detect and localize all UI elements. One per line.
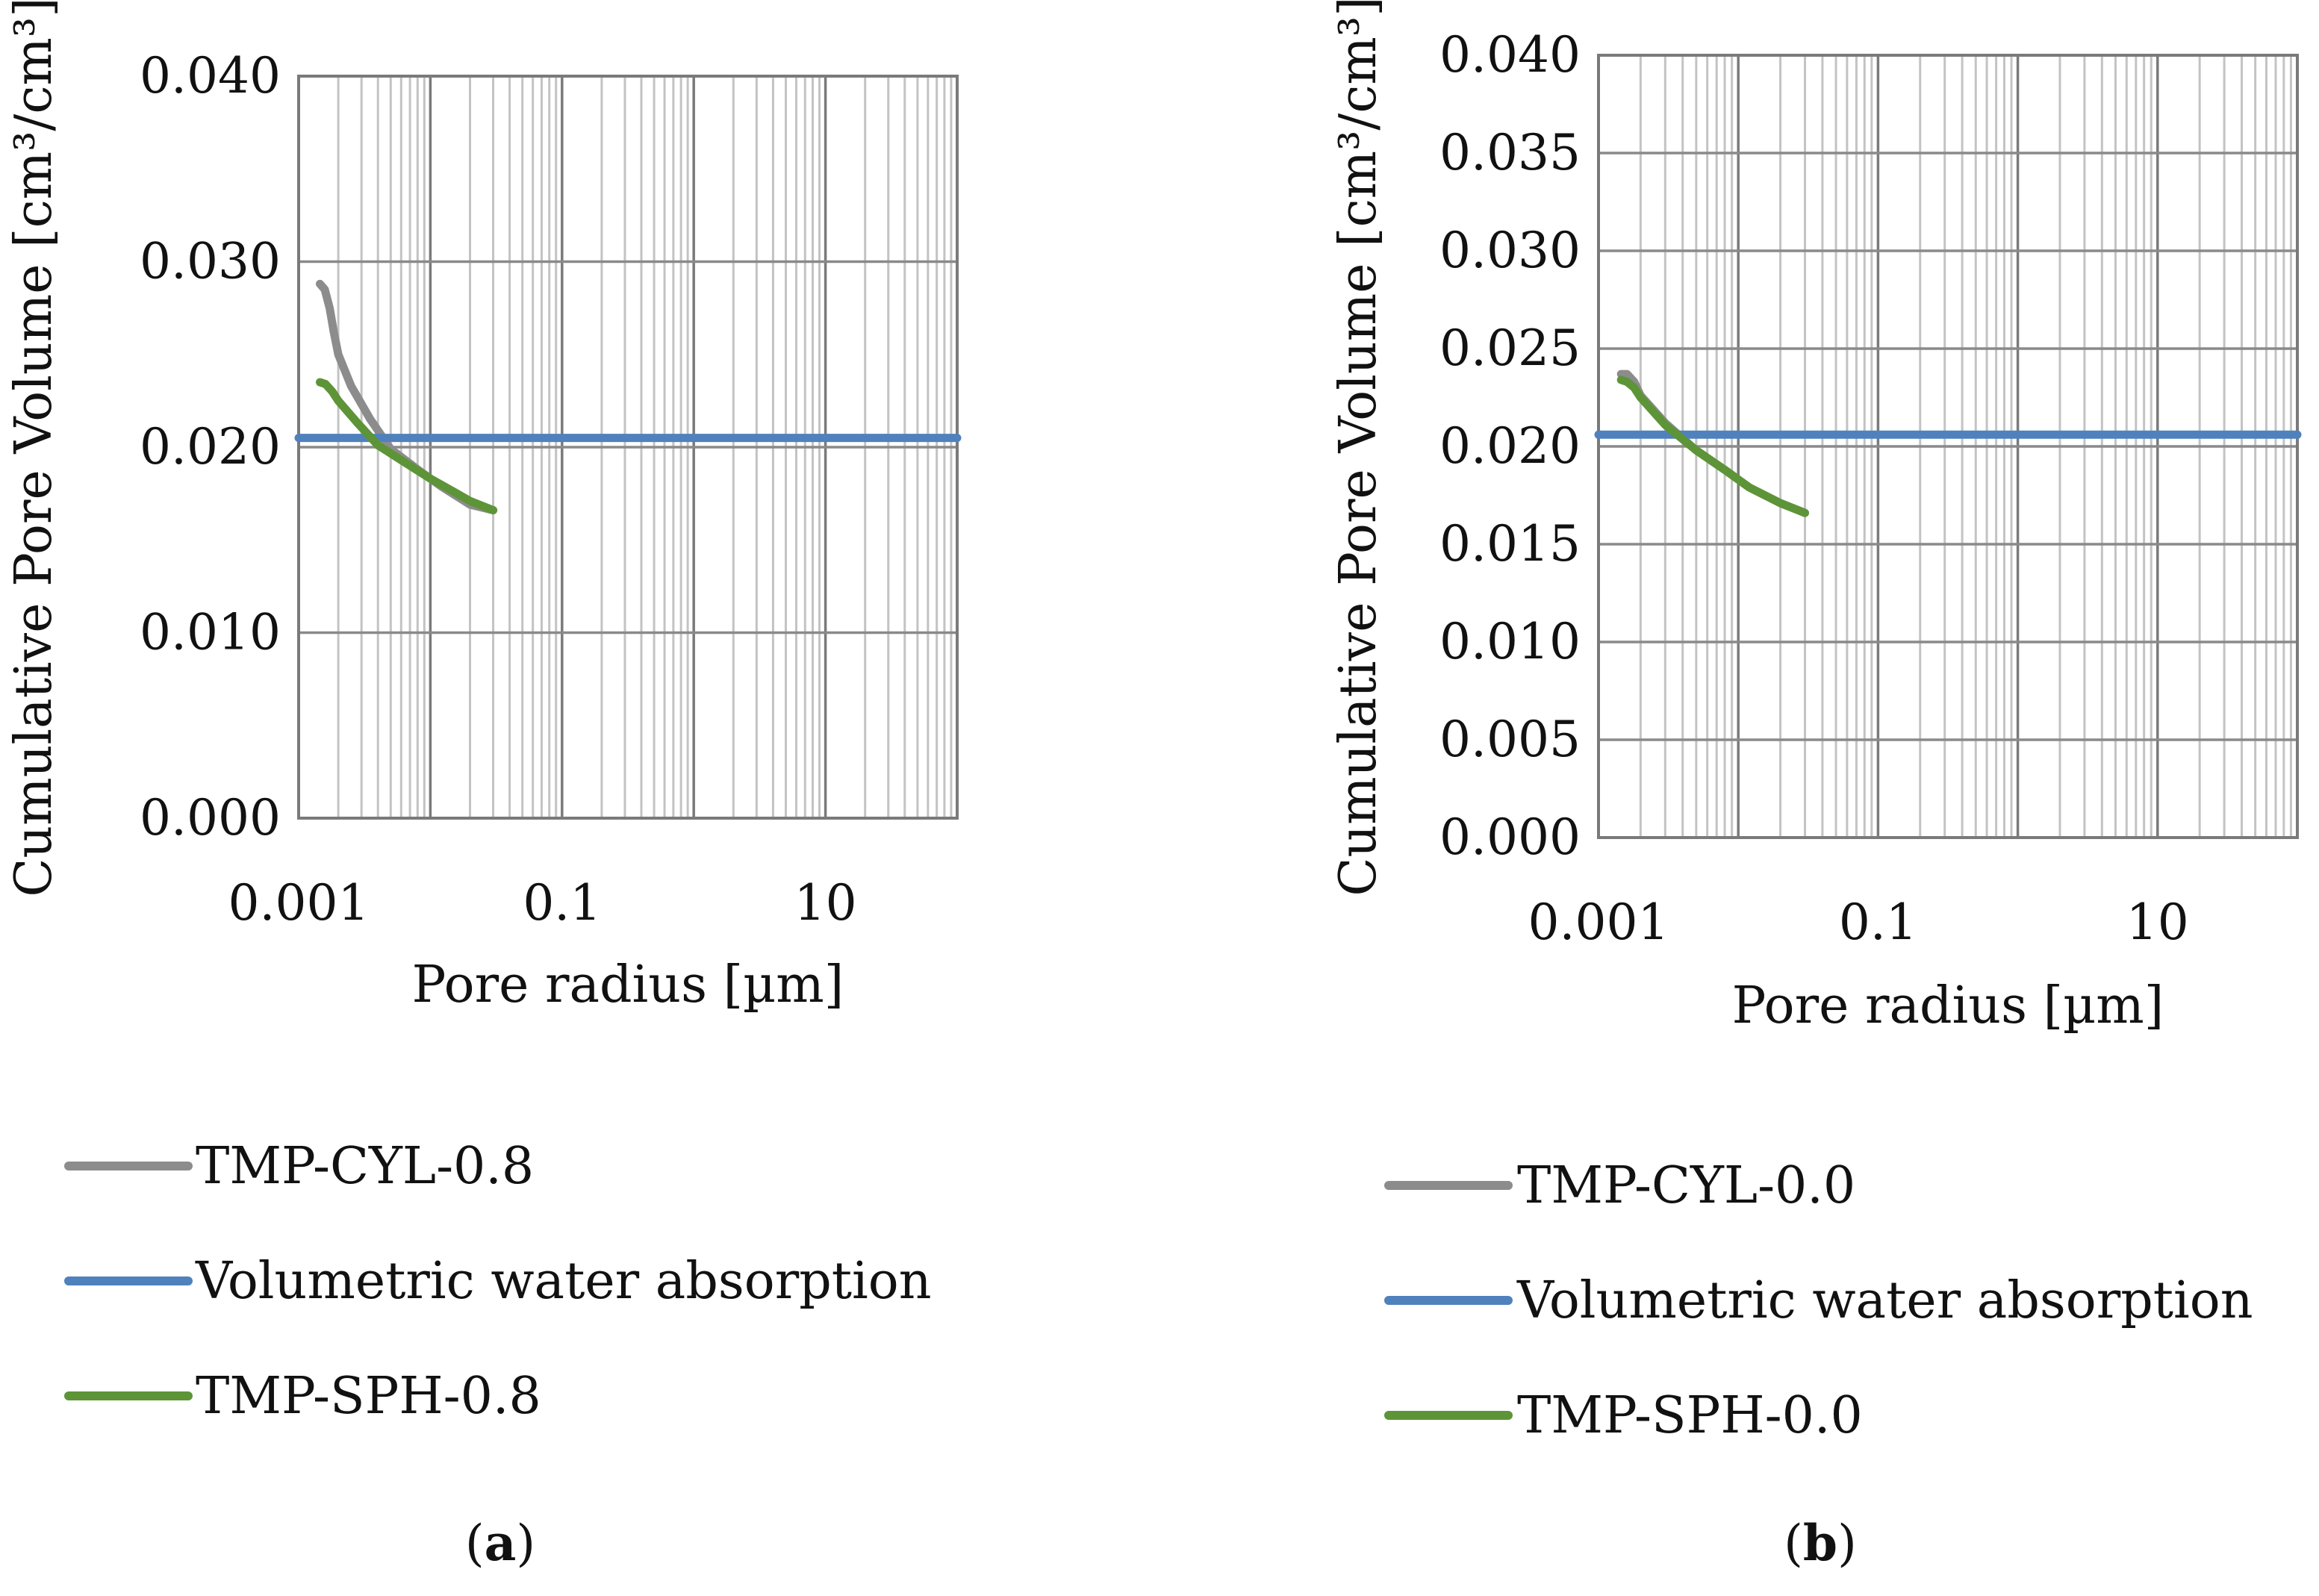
legend-item: TMP-CYL-0.0 <box>1384 1156 1855 1215</box>
legend-label: TMP-SPH-0.0 <box>1517 1386 1863 1445</box>
x-axis-title: Pore radius [µm] <box>1732 976 2164 1035</box>
y-axis-title: Cumulative Pore Volume [cm³/cm³] <box>4 0 63 897</box>
major-gridlines <box>1597 54 2299 839</box>
series-line <box>1616 370 1809 517</box>
chart-panel-a: 0.000 0.010 0.020 0.030 0.040 0.001 0.1 10 Pore … <box>4 0 962 1572</box>
y-tick-label: 0.020 <box>140 418 281 476</box>
legend-label: Volumetric water absorption <box>1516 1271 2253 1330</box>
x-tick-label: 10 <box>2126 894 2189 951</box>
legend-label: Volumetric water absorption <box>195 1252 932 1311</box>
legend-item: TMP-SPH-0.8 <box>64 1367 541 1426</box>
x-axis-title: Pore radius [µm] <box>412 956 844 1014</box>
legend-item: TMP-CYL-0.8 <box>64 1137 534 1196</box>
y-tick-label: 0.015 <box>1439 515 1581 573</box>
plot-area-border <box>1597 54 2299 839</box>
y-tick-label: 0.040 <box>140 47 281 105</box>
series-line <box>1616 375 1809 517</box>
x-tick-label: 0.001 <box>228 874 370 932</box>
y-tick-label: 0.025 <box>1439 319 1581 377</box>
legend-item: Volumetric water absorption <box>64 1252 932 1311</box>
panel-letter: a <box>485 1514 517 1572</box>
y-tick-label: 0.000 <box>1439 808 1581 866</box>
panel-letter: b <box>1803 1514 1837 1572</box>
y-tick-label: 0.010 <box>1439 613 1581 670</box>
y-tick-label: 0.010 <box>140 604 281 661</box>
series-line <box>316 279 498 514</box>
y-tick-label: 0.030 <box>140 233 281 290</box>
y-tick-label: 0.020 <box>1439 417 1581 475</box>
major-gridlines <box>297 75 959 820</box>
panel-label: (a) <box>465 1514 535 1572</box>
y-tick-label: 0.040 <box>1439 26 1581 84</box>
plot-area-border <box>297 75 959 820</box>
chart-panel-b: 0.000 0.005 0.010 0.015 0.020 0.025 0.030 0.035… <box>1329 0 2302 1572</box>
panel-label: (b) <box>1784 1514 1857 1572</box>
y-tick-label: 0.000 <box>140 789 281 847</box>
x-tick-label: 10 <box>794 874 857 932</box>
y-axis-title: Cumulative Pore Volume [cm³/cm³] <box>1329 0 1388 897</box>
legend-item: Volumetric water absorption <box>1384 1271 2253 1330</box>
legend-label: TMP-CYL-0.0 <box>1517 1156 1855 1215</box>
y-tick-label: 0.035 <box>1439 124 1581 181</box>
x-tick-label: 0.1 <box>1839 894 1917 951</box>
x-tick-label: 0.001 <box>1528 894 1669 951</box>
x-tick-label: 0.1 <box>523 874 601 932</box>
legend-label: TMP-CYL-0.8 <box>196 1137 534 1196</box>
legend-item: TMP-SPH-0.0 <box>1384 1386 1863 1445</box>
y-tick-label: 0.005 <box>1439 711 1581 768</box>
legend-label: TMP-SPH-0.8 <box>196 1367 541 1426</box>
y-tick-label: 0.030 <box>1439 222 1581 279</box>
series-line <box>316 378 498 514</box>
